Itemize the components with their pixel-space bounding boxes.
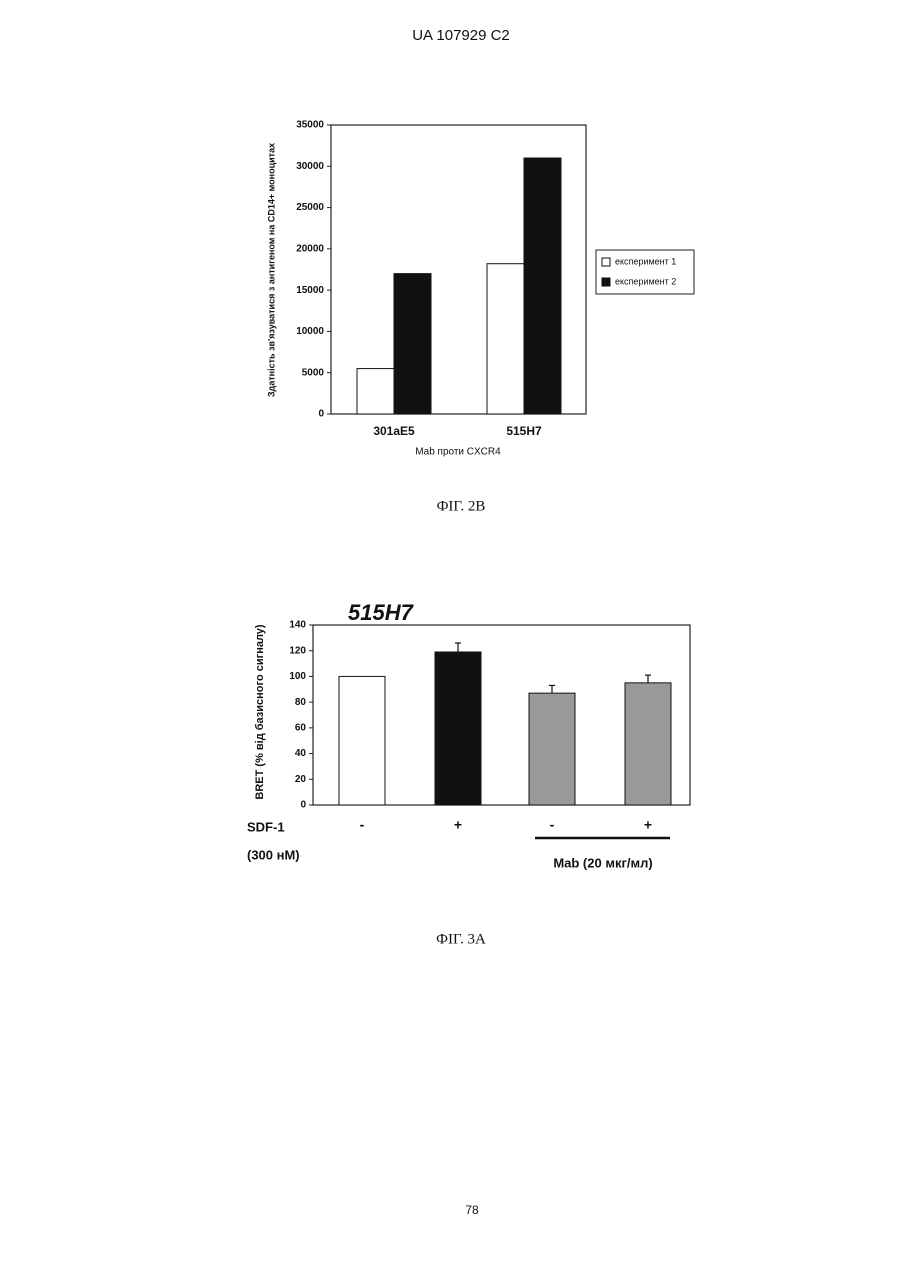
x-tick-label: +: [454, 817, 462, 833]
x-tick-label: +: [644, 817, 652, 833]
y-tick-label: 40: [295, 748, 307, 759]
legend-label: експеримент 1: [615, 256, 676, 266]
bar: [625, 683, 671, 805]
y-tick-label: 60: [295, 722, 307, 733]
bar: [529, 693, 575, 805]
y-tick-label: 10000: [296, 326, 324, 337]
y-tick-label: 20: [295, 774, 307, 785]
y-tick-label: 0: [300, 800, 306, 811]
caption: ФІГ. 3А: [436, 931, 486, 947]
y-tick-label: 80: [295, 697, 307, 708]
legend-swatch: [602, 258, 610, 266]
y-tick-label: 20000: [296, 243, 324, 254]
caption: ФІГ. 2В: [437, 498, 486, 514]
y-tick-label: 30000: [296, 161, 324, 172]
page: UA 107929 C2 78 Здатність зв'язуватися з…: [0, 0, 901, 1273]
bar: [357, 369, 394, 414]
row-label-sub: (300 нМ): [247, 847, 300, 862]
x-tick-label: -: [550, 817, 555, 833]
y-tick-label: 100: [289, 671, 306, 682]
row-label: SDF-1: [247, 819, 285, 834]
y-tick-label: 140: [289, 620, 306, 631]
bar: [394, 274, 431, 414]
y-tick-label: 15000: [296, 285, 324, 296]
bar: [524, 158, 561, 414]
header: UA 107929 C2: [412, 27, 510, 44]
y-tick-label: 0: [318, 409, 324, 420]
x-tick-label: 515H7: [506, 424, 542, 438]
page-number: 78: [465, 1203, 479, 1217]
x-tick-label: 301aE5: [373, 424, 415, 438]
y-axis-label: Здатність зв'язуватися з антигеном на CD…: [266, 143, 276, 397]
group-label: Mab (20 мкг/мл): [553, 855, 652, 870]
chart-title: 515H7: [348, 600, 415, 625]
x-tick-label: -: [360, 817, 365, 833]
y-axis-label: BRET (% від базисного сигналу): [254, 624, 266, 800]
x-axis-label: Mab проти CXCR4: [415, 447, 501, 458]
y-tick-label: 120: [289, 645, 306, 656]
bar: [435, 652, 481, 805]
bar: [339, 676, 385, 805]
bar: [487, 264, 524, 414]
legend-swatch: [602, 278, 610, 286]
y-tick-label: 35000: [296, 120, 324, 131]
y-tick-label: 5000: [302, 367, 325, 378]
legend-label: експеримент 2: [615, 276, 676, 286]
y-tick-label: 25000: [296, 202, 324, 213]
